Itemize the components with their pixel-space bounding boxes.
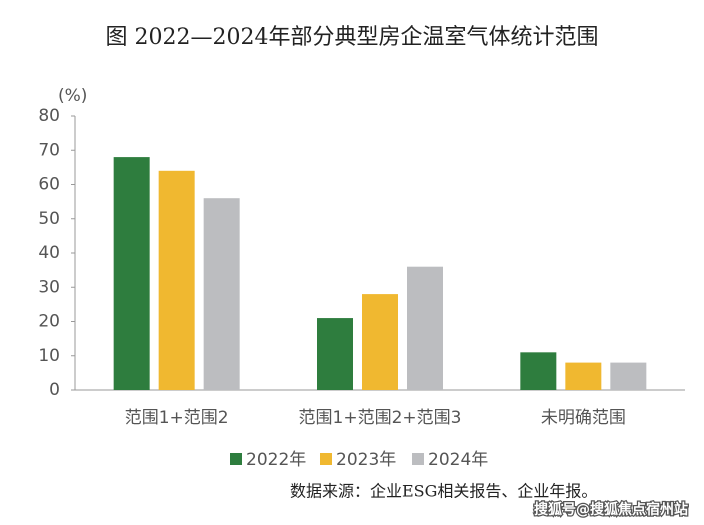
y-tick-label: 0 (49, 380, 60, 400)
y-tick-label: 80 (38, 106, 60, 126)
bar (610, 362, 647, 390)
legend-swatch (320, 453, 332, 465)
y-tick-label: 40 (38, 243, 60, 263)
watermark: 搜狐号@搜狐焦点宿州站 (534, 501, 688, 518)
x-tick-label: 未明确范围 (541, 408, 626, 428)
y-tick-label: 70 (38, 140, 60, 160)
bar (407, 266, 443, 390)
bar (362, 294, 398, 390)
bar (113, 157, 150, 390)
bar (565, 362, 602, 390)
chart-title: 图 2022—2024年部分典型房企温室气体统计范围 (106, 25, 599, 50)
legend-swatch (412, 453, 424, 465)
legend-swatch (230, 453, 242, 465)
y-axis-label: (%) (58, 86, 87, 106)
x-tick-label: 范围1+范围2+范围3 (299, 408, 462, 428)
source-note: 数据来源：企业ESG相关报告、企业年报。 (290, 482, 597, 501)
legend-label: 2023年 (336, 450, 396, 470)
y-tick-label: 10 (38, 346, 60, 366)
legend-label: 2022年 (246, 450, 306, 470)
legend-label: 2024年 (428, 450, 488, 470)
bar (158, 170, 195, 390)
bar (317, 318, 353, 390)
bar (203, 198, 240, 390)
y-tick-label: 60 (38, 175, 60, 195)
x-tick-label: 范围1+范围2 (125, 408, 229, 428)
y-tick-label: 50 (38, 209, 60, 229)
y-tick-label: 20 (38, 312, 60, 332)
bar (520, 352, 557, 390)
y-tick-label: 30 (38, 277, 60, 297)
